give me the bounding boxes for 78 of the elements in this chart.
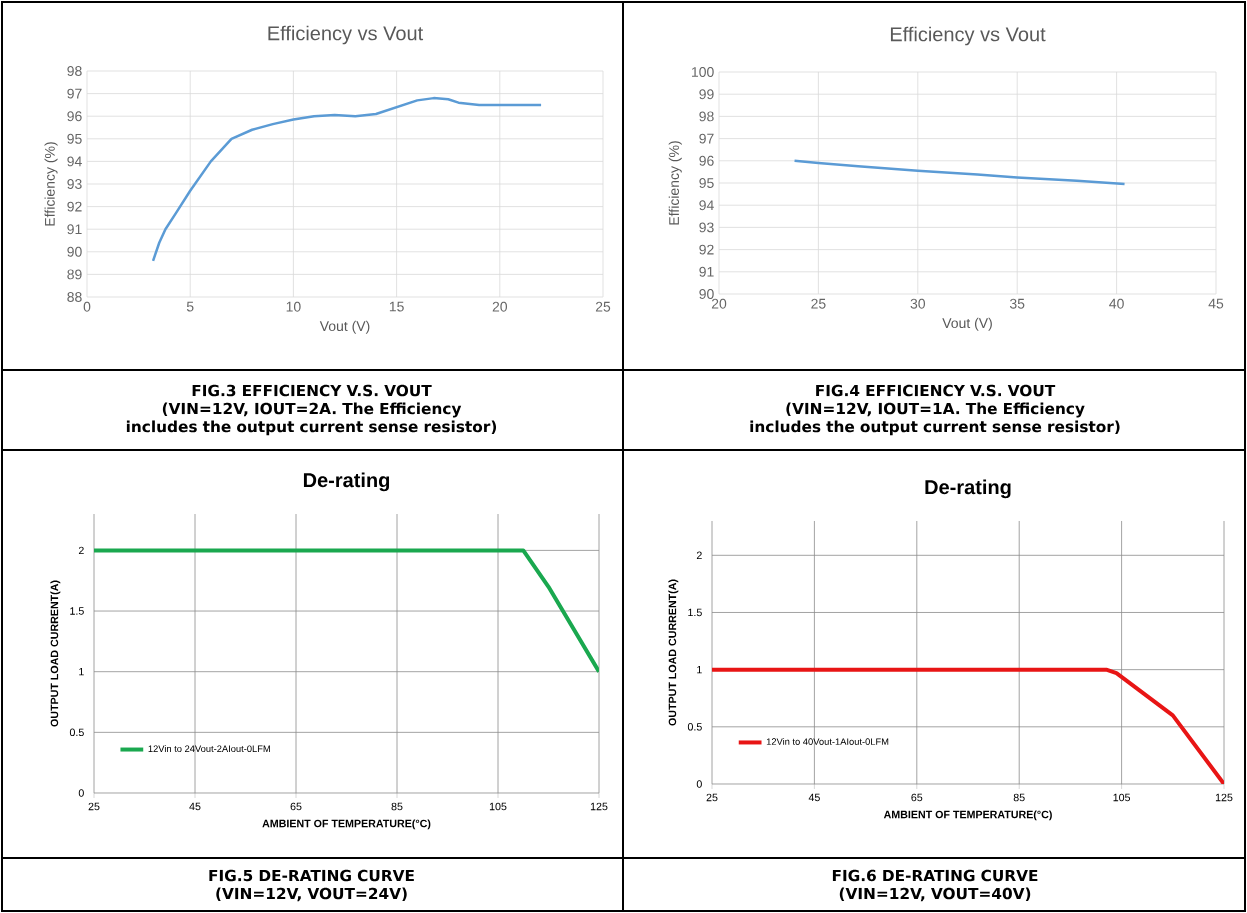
legend-label: 12Vin to 40Vout-1AIout-0LFM [766, 738, 889, 745]
y-tick-label: 92 [67, 201, 82, 212]
y-tick-label: 95 [699, 178, 714, 188]
x-tick-label: 85 [1013, 793, 1025, 802]
y-tick-label: 90 [67, 246, 82, 257]
y-tick-label: 100 [692, 67, 714, 77]
y-tick-label: 94 [67, 156, 82, 167]
x-tick-label: 65 [911, 793, 923, 802]
x-tick-label: 40 [1109, 298, 1124, 309]
x-tick-label: 25 [811, 298, 826, 309]
y-tick-label: 0.5 [687, 723, 702, 731]
x-tick-label: 125 [590, 802, 608, 811]
x-tick-label: 30 [910, 298, 926, 309]
x-tick-label: 20 [711, 298, 727, 309]
y-tick-label: 91 [67, 224, 82, 235]
y-axis-title: OUTPUT LOAD CURRENT(A) [668, 579, 679, 726]
text: (VIN=12V, IOUT=2A. The Efficiency includes the output current sense resistor) [126, 402, 497, 436]
x-tick-label: 5 [186, 301, 194, 312]
x-tick-label: 45 [808, 793, 820, 802]
y-tick-label: 97 [699, 133, 714, 144]
x-axis-title: Vout (V) [319, 320, 370, 334]
y-tick-label: 93 [67, 179, 82, 189]
y-tick-label: 98 [67, 66, 82, 76]
x-tick-label: 25 [88, 802, 100, 811]
x-tick-label: 65 [290, 802, 302, 811]
x-tick-label: 125 [1215, 793, 1233, 802]
y-tick-label: 1 [79, 668, 84, 676]
text: (VIN=12V, VOUT=24V) [216, 887, 407, 902]
y-axis-title: Efficiency (%) [44, 142, 58, 226]
chart-title: De-rating [303, 472, 390, 492]
chart-title: De-rating [925, 479, 1011, 499]
text: (VIN=12V, VOUT=40V) [839, 887, 1031, 902]
x-tick-label: 15 [389, 301, 404, 312]
caption: FIG.3 EFFICIENCY V.S. VOUT [192, 384, 432, 397]
y-tick-label: 1 [697, 665, 702, 674]
y-tick-label: 0.5 [69, 728, 84, 737]
x-tick-label: 20 [492, 301, 508, 312]
y-tick-label: 2 [696, 551, 702, 560]
caption: FIG.4 EFFICIENCY V.S. VOUT [816, 384, 1056, 397]
y-tick-label: 96 [67, 111, 82, 122]
x-tick-label: 45 [189, 802, 201, 811]
x-axis-title: AMBIENT OF TEMPERATURE(°C) [883, 810, 1052, 821]
caption: FIG.6 DE-RATING CURVE [832, 869, 1038, 882]
y-tick-label: 1.5 [70, 607, 84, 615]
chart-title: Efficiency vs Vout [268, 25, 424, 45]
x-tick-label: 35 [1009, 298, 1025, 309]
x-axis-title: Vout (V) [942, 317, 992, 331]
x-tick-label: 25 [706, 793, 718, 802]
x-axis-title: AMBIENT OF TEMPERATURE(°C) [262, 819, 431, 830]
x-tick-label: 105 [1113, 793, 1131, 802]
y-tick-label: 98 [699, 111, 714, 122]
y-tick-label: 95 [67, 133, 82, 144]
x-tick-label: 45 [1208, 298, 1224, 309]
y-tick-label: 97 [67, 88, 82, 99]
y-tick-label: 91 [699, 266, 714, 277]
y-tick-label: 99 [699, 89, 714, 100]
x-tick-label: 105 [489, 802, 507, 811]
y-tick-label: 2 [78, 546, 84, 555]
y-tick-label: 93 [699, 222, 714, 233]
y-tick-label: 92 [699, 244, 714, 255]
y-axis-title: Efficiency (%) [668, 141, 682, 225]
y-axis-title: OUTPUT LOAD CURRENT(A) [50, 580, 61, 727]
caption: FIG.5 DE-RATING CURVE [209, 869, 414, 882]
y-tick-label: 0 [696, 780, 702, 788]
chart-title: Efficiency vs Vout [890, 26, 1046, 46]
x-tick-label: 10 [286, 301, 301, 312]
y-tick-label: 89 [67, 269, 82, 280]
y-tick-label: 96 [699, 155, 714, 166]
y-tick-label: 88 [67, 292, 82, 302]
line-series [793, 159, 1126, 186]
y-tick-label: 94 [699, 200, 714, 211]
x-tick-label: 25 [595, 301, 611, 312]
y-tick-label: 90 [699, 289, 714, 299]
line-series [712, 667, 1224, 784]
y-tick-label: 1.5 [688, 608, 702, 617]
legend-label: 12Vin to 24Vout-2AIout-0LFM [148, 745, 270, 752]
text: (VIN=12V, IOUT=1A. The Efficiency includes the output current sense resistor) [750, 402, 1120, 436]
x-tick-label: 85 [391, 802, 403, 811]
